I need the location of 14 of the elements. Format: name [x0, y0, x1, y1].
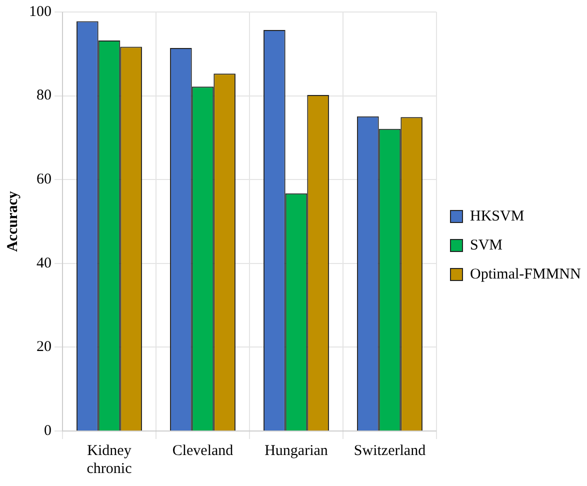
- y-tick-label: 20: [36, 339, 52, 356]
- legend-label: HKSVM: [470, 208, 524, 224]
- y-tick-label: 100: [29, 4, 52, 20]
- x-tick-label: Kidney chronic: [86, 442, 132, 477]
- y-tick-label: 60: [36, 172, 52, 188]
- x-tick-label: Switzerland: [354, 442, 426, 459]
- y-tick-label: 40: [36, 255, 52, 272]
- y-tick-label: 80: [36, 88, 52, 104]
- y-axis-title: Accuracy: [4, 190, 21, 252]
- y-tick-label: 0: [44, 422, 52, 439]
- legend-label: SVM: [470, 237, 503, 254]
- legend-label: Optimal-FMMNN: [470, 266, 582, 282]
- x-tick-label: Hungarian: [264, 442, 328, 459]
- x-tick-label: Cleveland: [172, 442, 234, 459]
